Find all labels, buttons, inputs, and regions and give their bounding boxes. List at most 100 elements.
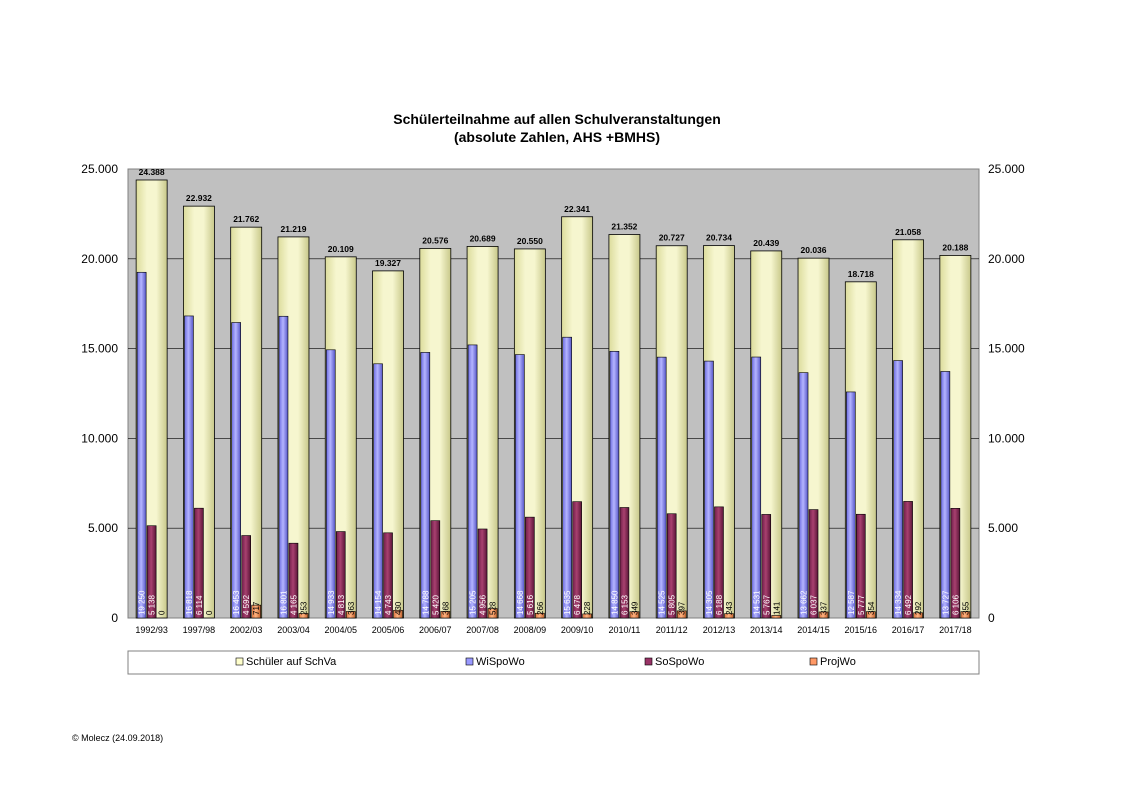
data-label-wispowo: 13 662 [800, 590, 809, 615]
bar-wispowo [798, 372, 809, 619]
x-tick-label: 2007/08 [466, 625, 499, 635]
bar-sospowo [856, 513, 866, 619]
bar-wispowo [231, 322, 241, 619]
x-tick-label: 2005/06 [372, 625, 405, 635]
bar-wispowo [136, 271, 147, 619]
bar-projwo [629, 611, 640, 619]
data-label-total: 21.058 [895, 227, 921, 237]
legend-label-wispowo: WiSpoWo [476, 656, 525, 668]
bar-sospowo [525, 516, 535, 619]
bar-projwo [866, 611, 876, 619]
data-label-total: 20.188 [942, 242, 968, 252]
bar-sospowo [194, 507, 204, 619]
data-label-total: 21.219 [280, 224, 306, 234]
data-label-wispowo: 14 154 [374, 590, 383, 615]
data-label-projwo: 354 [867, 601, 876, 615]
bar-sospowo [903, 501, 913, 619]
bar-sospowo [430, 520, 441, 619]
x-tick-label: 2002/03 [230, 625, 263, 635]
data-label-total: 20.550 [517, 236, 543, 246]
bar-projwo [440, 611, 451, 619]
data-label-sospowo: 5 616 [526, 594, 535, 615]
x-tick-label: 2009/10 [561, 625, 594, 635]
data-label-sospowo: 4 813 [337, 594, 346, 615]
data-label-wispowo: 19 250 [138, 590, 147, 615]
y-axis-ticks: 0 0 5.000 5.000 10.000 10.000 15.000 15.000 20.0… [81, 162, 1025, 625]
legend-swatch-wispowo [465, 657, 474, 666]
bar-projwo [960, 611, 971, 619]
data-label-projwo: 0 [158, 610, 167, 615]
x-tick-label: 2015/16 [845, 625, 878, 635]
bar-sospowo [950, 508, 961, 619]
data-label-sospowo: 5 767 [762, 594, 771, 615]
y-tick-label-left: 10.000 [81, 431, 118, 445]
bar-wispowo [562, 336, 572, 619]
bar-sospowo [619, 507, 630, 619]
legend: Schüler auf SchVa WiSpoWo SoSpoWo ProjWo [127, 650, 980, 675]
bar-wispowo [515, 354, 525, 619]
bar-sospowo [666, 513, 677, 619]
data-label-sospowo: 6 114 [195, 595, 204, 615]
y-tick-label-left: 25.000 [81, 162, 118, 176]
data-label-projwo: 243 [725, 601, 734, 615]
y-tick-label-right: 15.000 [988, 342, 1025, 356]
data-label-sospowo: 4 592 [242, 594, 251, 615]
data-label-wispowo: 14 668 [516, 590, 525, 615]
data-label-projwo: 363 [347, 601, 356, 615]
y-tick-label-right: 5.000 [988, 521, 1018, 535]
bar-projwo [298, 613, 309, 619]
x-tick-label: 2006/07 [419, 625, 452, 635]
x-tick-label: 2008/09 [514, 625, 547, 635]
bar-wispowo [325, 349, 336, 619]
x-tick-label: 2013/14 [750, 625, 783, 635]
data-label-wispowo: 15 635 [563, 590, 572, 615]
data-label-total: 18.718 [848, 269, 874, 279]
data-label-sospowo: 5 777 [857, 594, 866, 615]
data-label-total: 22.341 [564, 204, 590, 214]
data-label-projwo: 528 [489, 601, 498, 615]
bar-wispowo [373, 363, 383, 619]
data-label-sospowo: 5 420 [431, 594, 440, 615]
legend-label-projwo: ProjWo [820, 656, 856, 668]
bar-projwo [393, 609, 403, 619]
bar-projwo [913, 612, 923, 619]
y-tick-label-right: 25.000 [988, 162, 1025, 176]
data-label-total: 20.109 [328, 244, 354, 254]
bar-projwo [724, 613, 734, 619]
data-label-projwo: 717 [252, 601, 261, 615]
data-label-sospowo: 5 138 [148, 594, 157, 615]
data-label-wispowo: 14 305 [705, 590, 714, 615]
bar-wispowo [846, 391, 856, 619]
data-label-wispowo: 16 801 [279, 590, 288, 615]
data-label-projwo: 141 [772, 601, 781, 615]
bar-sospowo [146, 525, 157, 619]
bar-wispowo [184, 315, 194, 619]
data-label-sospowo: 6 153 [620, 594, 629, 615]
data-label-total: 20.439 [753, 238, 779, 248]
data-label-wispowo: 16 453 [232, 590, 241, 615]
bar-projwo [582, 613, 592, 619]
data-label-total: 19.327 [375, 258, 401, 268]
bar-wispowo [467, 344, 478, 619]
data-label-wispowo: 14 788 [421, 590, 430, 615]
data-label-total: 22.932 [186, 193, 212, 203]
bar-wispowo [893, 360, 903, 619]
y-tick-label-left: 20.000 [81, 252, 118, 266]
data-label-projwo: 266 [536, 601, 545, 615]
data-label-wispowo: 14 334 [894, 590, 903, 615]
data-label-sospowo: 5 805 [668, 594, 677, 615]
bar-projwo [818, 611, 829, 619]
data-label-sospowo: 6 106 [951, 594, 960, 615]
data-label-sospowo: 6 492 [904, 594, 913, 615]
bar-projwo [487, 608, 498, 619]
data-label-wispowo: 14 525 [658, 590, 667, 615]
y-tick-label-right: 10.000 [988, 431, 1025, 445]
data-label-sospowo: 6 188 [715, 594, 724, 615]
data-label-sospowo: 4 956 [479, 594, 488, 615]
data-label-projwo: 228 [583, 601, 592, 615]
grid [128, 258, 979, 529]
y-tick-label-left: 15.000 [81, 342, 118, 356]
data-label-projwo: 349 [630, 601, 639, 615]
data-label-wispowo: 13 727 [941, 590, 950, 615]
